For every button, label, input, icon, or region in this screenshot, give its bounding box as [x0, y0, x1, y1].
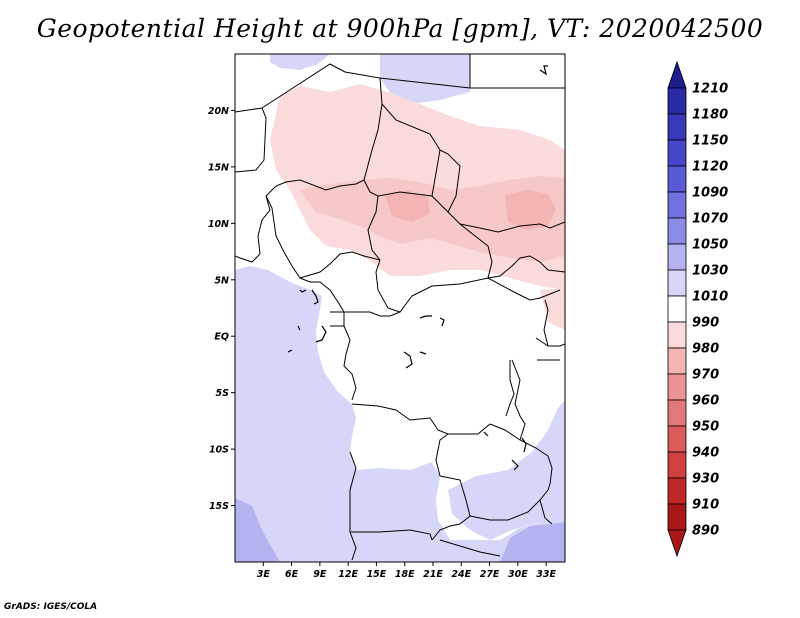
lat-tick-label: 5N — [214, 275, 229, 286]
colorbar-segment — [667, 425, 687, 453]
northwest-blue-field — [270, 54, 330, 70]
lat-tick-label: 15N — [208, 162, 229, 173]
colorbar-label: 930 — [692, 472, 719, 487]
lat-tick-label: 10N — [208, 219, 229, 230]
lon-tick-label: 6E — [285, 569, 299, 580]
lon-tick-label: 18E — [395, 569, 415, 580]
colorbar-segment — [667, 477, 687, 505]
colorbar-label: 1120 — [692, 160, 728, 175]
colorbar-label: 1050 — [692, 238, 728, 253]
colorbar-segment — [667, 373, 687, 401]
colorbar-segment — [667, 321, 687, 349]
colorbar-label: 1070 — [692, 212, 728, 227]
colorbar-label: 1210 — [692, 82, 728, 97]
colorbar-top-arrow — [667, 60, 687, 89]
colorbar-segment — [667, 243, 687, 271]
colorbar-segment — [667, 295, 687, 323]
colorbar-label: 1030 — [692, 264, 728, 279]
colorbar-segment — [667, 165, 687, 193]
colorbar-segment — [667, 113, 687, 141]
colorbar-segment — [667, 217, 687, 245]
lat-tick-label: 5S — [216, 388, 230, 399]
map-title: Geopotential Height at 900hPa [gpm], VT:… — [36, 14, 764, 43]
colorbar-label: 910 — [692, 498, 719, 513]
lon-tick-label: 33E — [536, 569, 556, 580]
lat-tick-label: 15S — [209, 501, 229, 512]
lat-tick-label: 10S — [209, 445, 229, 456]
colorbar-segment — [667, 87, 687, 115]
colorbar-label: 940 — [692, 446, 719, 461]
colorbar-label: 950 — [692, 420, 719, 435]
lon-tick-label: 12E — [338, 569, 358, 580]
southeast-blue-field — [448, 400, 565, 540]
lon-tick-label: 27E — [480, 569, 500, 580]
colorbar-segment — [667, 503, 687, 531]
lon-tick-label: 3E — [257, 569, 271, 580]
atlantic-blue-field — [235, 266, 565, 562]
colorbar-segment — [667, 347, 687, 375]
colorbar-label: 960 — [692, 394, 719, 409]
colorbar-label: 1090 — [692, 186, 728, 201]
lon-tick-label: 30E — [508, 569, 528, 580]
colorbar-segment — [667, 451, 687, 479]
colorbar-segment — [667, 139, 687, 167]
southeast-deep-blue — [500, 522, 565, 562]
lon-tick-label: 24E — [451, 569, 471, 580]
colorbar-label: 970 — [692, 368, 719, 383]
lat-tick-label: 20N — [208, 106, 229, 117]
footer-credit: GrADS: IGES/COLA — [4, 602, 98, 612]
southwest-deep-blue — [235, 498, 280, 562]
colorbar: 1210 1180 1150 1120 1090 1070 1050 1030 1010 990 9… — [667, 60, 728, 558]
lon-tick-label: 21E — [423, 569, 443, 580]
country-borders — [235, 54, 565, 561]
colorbar-bottom-arrow — [667, 529, 687, 558]
colorbar-label: 890 — [692, 524, 719, 539]
colorbar-segment — [667, 269, 687, 297]
sahel-medium-red-field — [300, 176, 565, 262]
lakes-and-coast-details — [287, 65, 548, 471]
colorbar-segment — [667, 399, 687, 427]
colorbar-segment — [667, 191, 687, 219]
sahara-blue-field — [380, 54, 470, 104]
colorbar-label: 980 — [692, 342, 719, 357]
lon-tick-label: 9E — [313, 569, 327, 580]
lat-tick-label: EQ — [214, 332, 229, 343]
colorbar-label: 1180 — [692, 108, 728, 123]
map-frame — [234, 53, 566, 563]
longitude-axis: 3E 6E 9E 12E 15E 18E 21E 24E 27E 30E 33E — [257, 562, 557, 580]
lon-tick-label: 15E — [367, 569, 387, 580]
east-light-red-field — [540, 288, 565, 330]
sahel-core-red-field — [505, 190, 556, 230]
latitude-axis: 20N 15N 10N 5N EQ 5S 10S 15S — [208, 106, 235, 512]
colorbar-label: 990 — [692, 316, 719, 331]
sahel-core-red-field-2 — [385, 190, 430, 222]
colorbar-label: 1150 — [692, 134, 728, 149]
map-plot-area — [235, 54, 565, 562]
colorbar-label: 1010 — [692, 290, 728, 305]
